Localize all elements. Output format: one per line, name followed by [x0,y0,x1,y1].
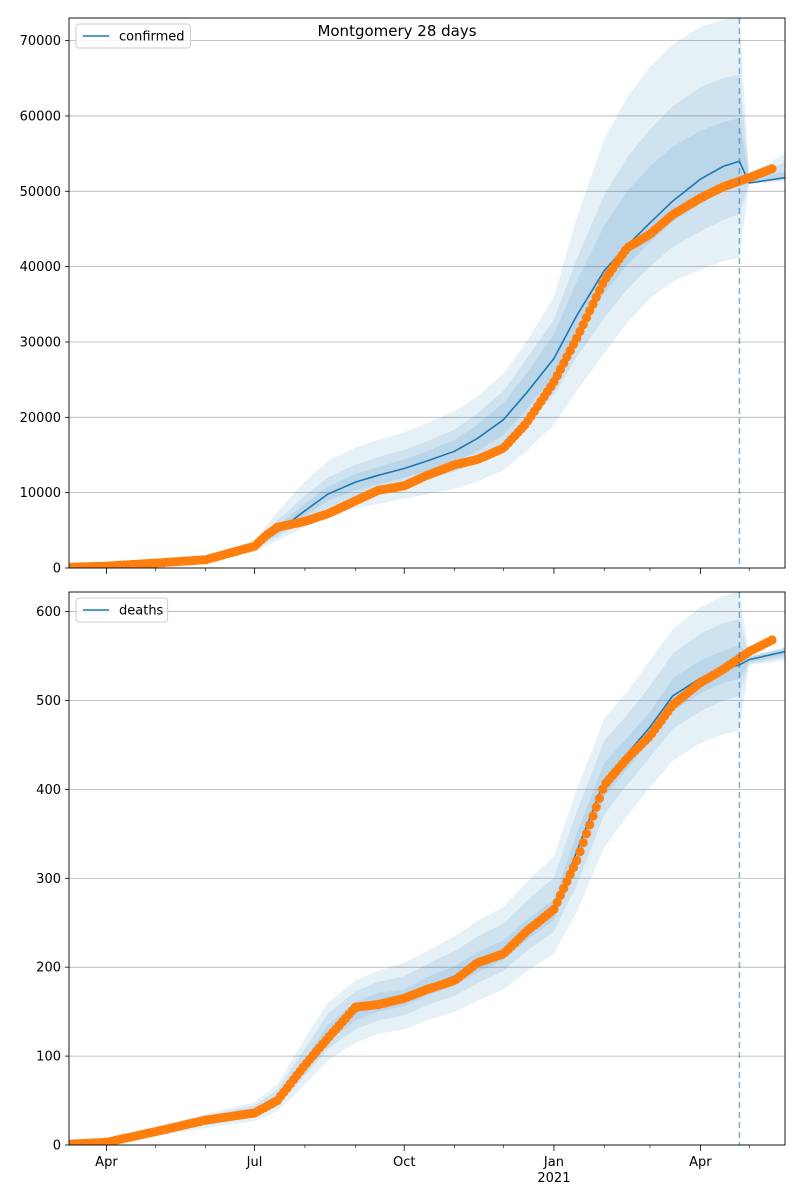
observed-point [767,164,777,174]
observed-point [591,292,601,302]
observed-point [555,890,566,901]
observed-point [575,847,585,857]
y-tick-label: 0 [53,1139,61,1154]
y-tick-label: 100 [36,1050,61,1065]
x-tick-label: Jul [246,1155,263,1170]
y-tick-label: 70000 [20,34,61,49]
observed-point [572,855,582,866]
axes-frame [68,591,786,1146]
y-tick-label: 200 [36,961,61,976]
observed-point [591,802,601,812]
y-tick-label: 30000 [20,335,61,350]
observed-point [559,883,569,894]
y-tick-label: 500 [36,694,61,709]
y-tick-label: 40000 [20,260,61,275]
y-tick-label: 300 [36,872,61,887]
legend-label: deaths [119,604,164,619]
observed-point [565,869,575,880]
x-tick-sublabel: 2021 [537,1171,570,1186]
band-inner [69,645,785,1145]
observed-point [578,320,588,330]
observed-point [549,904,559,915]
observed-point [562,876,572,887]
y-tick-label: 600 [36,605,61,620]
band-middle [69,618,785,1145]
legend: confirmed [75,23,191,49]
band-inner [69,118,785,568]
observed-point [581,829,592,839]
legend-label: confirmed [119,30,185,45]
x-tick-label: Jan [543,1155,564,1170]
band-middle [69,74,785,568]
observed-point [585,820,595,830]
panel-0: 0 10000 20000 30000 40000 50000 60000 70000 conf… [20,17,786,577]
x-tick-label: Apr [95,1155,118,1170]
observed-point [568,862,579,873]
observed-point [585,306,595,316]
y-tick-label: 50000 [20,185,61,200]
y-tick-label: 60000 [20,109,61,124]
observed-point [767,635,777,645]
band-outer [69,18,785,568]
band-outer [69,592,785,1145]
observed-point [578,838,588,848]
observed-point [588,811,598,821]
plot-area [69,18,785,568]
observed-point [572,333,582,343]
y-tick-label: 0 [53,562,61,577]
legend: deaths [75,597,169,623]
axes-frame [68,17,786,569]
figure-title: Montgomery 28 days [317,22,476,40]
x-tick-label: Apr [689,1155,712,1170]
legend-box [75,23,191,49]
legend-box [75,597,169,623]
y-tick-label: 400 [36,783,61,798]
y-tick-label: 20000 [20,411,61,426]
observed-point [594,793,605,803]
x-tick-label: Oct [393,1155,415,1170]
plot-area [69,592,785,1145]
y-tick-label: 10000 [20,486,61,501]
observed-point [552,897,562,908]
